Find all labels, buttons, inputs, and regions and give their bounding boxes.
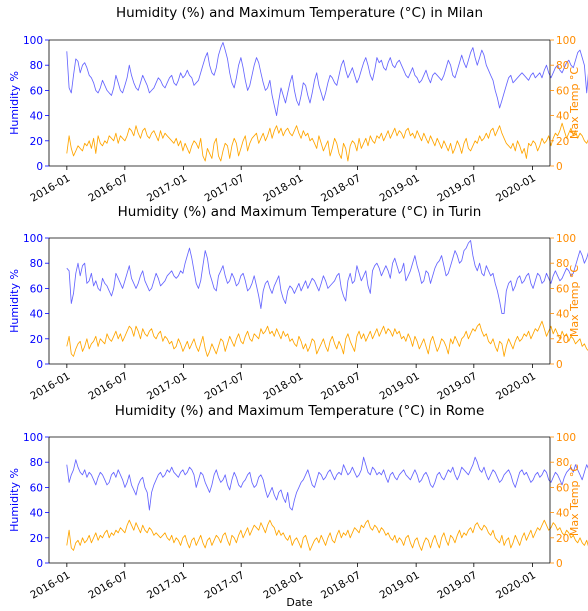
left-y-tick-label: 20 [30, 533, 43, 545]
right-y-tick-label: 100 [556, 233, 576, 245]
x-tick-label: 2019-01 [378, 569, 422, 601]
humidity-series-line [66, 456, 588, 511]
left-y-axis-label: Humidity % [8, 269, 21, 333]
x-tick-label: 2019-07 [435, 172, 479, 204]
x-tick-label: 2019-07 [435, 370, 479, 402]
x-tick-label: 2018-07 [319, 172, 363, 204]
right-y-axis-label: Max Temp °C [568, 464, 581, 537]
left-y-tick-label: 80 [30, 258, 43, 270]
x-tick-label: 2018-07 [319, 569, 363, 601]
right-y-tick-label: 80 [556, 60, 569, 72]
left-y-tick-label: 0 [36, 359, 43, 371]
right-y-tick-label: 0 [556, 558, 563, 570]
x-tick-label: 2018-01 [261, 172, 305, 204]
x-tick-label: 2020-01 [494, 172, 538, 204]
max-temp-series-line [66, 122, 588, 162]
chart-title: Humidity (%) and Maximum Temperature (°C… [115, 403, 485, 419]
left-y-axis-label: Humidity % [8, 71, 21, 135]
x-tick-label: 2016-01 [28, 370, 72, 402]
x-tick-label: 2016-01 [28, 569, 72, 601]
right-y-tick-label: 100 [556, 432, 576, 444]
left-y-tick-label: 40 [30, 508, 43, 520]
chart-title: Humidity (%) and Maximum Temperature (°C… [116, 5, 483, 21]
x-tick-label: 2018-01 [261, 370, 305, 402]
max-temp-series-line [66, 320, 588, 357]
left-y-tick-label: 60 [30, 85, 43, 97]
right-y-tick-label: 20 [556, 136, 569, 148]
left-y-tick-label: 40 [30, 309, 43, 321]
left-y-tick-label: 100 [23, 432, 43, 444]
x-axis-label: Date [286, 596, 313, 609]
x-tick-label: 2019-01 [378, 172, 422, 204]
left-y-tick-label: 20 [30, 136, 43, 148]
max-temp-series-line [66, 519, 588, 551]
left-y-axis-label: Humidity % [8, 468, 21, 532]
x-tick-label: 2016-01 [28, 172, 72, 204]
right-y-tick-label: 40 [556, 508, 569, 520]
x-tick-label: 2016-07 [86, 172, 130, 204]
left-y-tick-label: 80 [30, 457, 43, 469]
x-tick-label: 2017-01 [145, 172, 189, 204]
x-tick-label: 2019-01 [378, 370, 422, 402]
x-tick-label: 2018-07 [319, 370, 363, 402]
right-y-tick-label: 100 [556, 35, 576, 47]
left-y-tick-label: 60 [30, 482, 43, 494]
right-y-tick-label: 40 [556, 309, 569, 321]
right-y-axis-label: Max Temp °C [568, 265, 581, 338]
right-y-tick-label: 60 [556, 482, 569, 494]
left-y-tick-label: 60 [30, 283, 43, 295]
left-y-tick-label: 20 [30, 334, 43, 346]
left-y-tick-label: 40 [30, 111, 43, 123]
right-y-tick-label: 60 [556, 85, 569, 97]
x-tick-label: 2020-01 [494, 569, 538, 601]
humidity-series-line [66, 42, 588, 117]
x-tick-label: 2016-07 [86, 370, 130, 402]
x-tick-label: 2017-07 [203, 172, 247, 204]
right-y-tick-label: 0 [556, 161, 563, 173]
left-y-tick-label: 100 [23, 233, 43, 245]
x-tick-label: 2017-07 [203, 370, 247, 402]
right-y-tick-label: 20 [556, 533, 569, 545]
humidity-series-line [66, 240, 588, 315]
right-y-tick-label: 20 [556, 334, 569, 346]
right-y-tick-label: 80 [556, 457, 569, 469]
left-y-tick-label: 0 [36, 558, 43, 570]
left-y-tick-label: 0 [36, 161, 43, 173]
left-y-tick-label: 80 [30, 60, 43, 72]
x-tick-label: 2017-07 [203, 569, 247, 601]
x-tick-label: 2017-01 [145, 569, 189, 601]
right-y-tick-label: 0 [556, 359, 563, 371]
right-y-tick-label: 80 [556, 258, 569, 270]
left-y-tick-label: 100 [23, 35, 43, 47]
right-y-axis-label: Max Temp °C [568, 67, 581, 140]
x-tick-label: 2019-07 [435, 569, 479, 601]
right-y-tick-label: 40 [556, 111, 569, 123]
right-y-tick-label: 60 [556, 283, 569, 295]
chart-title: Humidity (%) and Maximum Temperature (°C… [118, 204, 482, 220]
x-tick-label: 2017-01 [145, 370, 189, 402]
x-tick-label: 2016-07 [86, 569, 130, 601]
x-tick-label: 2020-01 [494, 370, 538, 402]
